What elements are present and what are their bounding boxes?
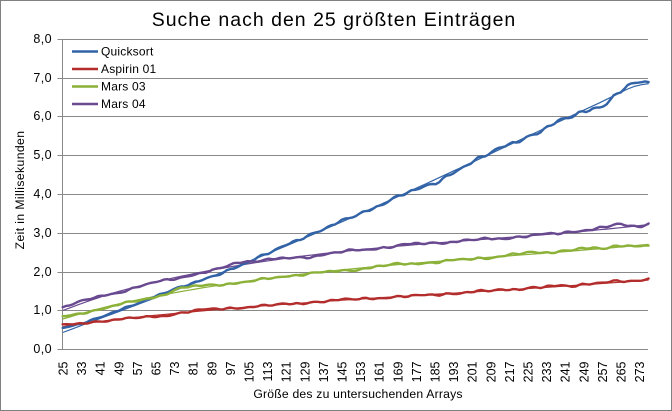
svg-text:137: 137 (317, 361, 331, 382)
svg-text:0,0: 0,0 (33, 342, 52, 356)
svg-text:185: 185 (429, 361, 443, 382)
svg-text:Mars 04: Mars 04 (101, 97, 146, 111)
svg-text:57: 57 (131, 361, 145, 375)
svg-text:193: 193 (447, 361, 461, 382)
svg-text:7,0: 7,0 (33, 71, 52, 85)
svg-text:Aspirin 01: Aspirin 01 (101, 62, 156, 76)
svg-text:1,0: 1,0 (33, 303, 52, 317)
svg-text:41: 41 (94, 361, 108, 375)
svg-text:Größe des zu untersuchenden Ar: Größe des zu untersuchenden Arrays (253, 387, 462, 401)
svg-text:121: 121 (280, 361, 294, 382)
svg-text:6,0: 6,0 (33, 109, 52, 123)
svg-text:8,0: 8,0 (33, 32, 52, 46)
svg-text:129: 129 (298, 361, 312, 382)
svg-text:241: 241 (559, 361, 573, 382)
svg-text:3,0: 3,0 (33, 226, 52, 240)
svg-text:5,0: 5,0 (33, 148, 52, 162)
svg-text:65: 65 (150, 361, 164, 375)
svg-text:Zeit in Millisekunden: Zeit in Millisekunden (13, 131, 27, 250)
svg-text:2,0: 2,0 (33, 265, 52, 279)
svg-text:49: 49 (112, 361, 126, 375)
svg-text:33: 33 (75, 361, 89, 375)
svg-text:73: 73 (168, 361, 182, 375)
svg-text:145: 145 (336, 361, 350, 382)
svg-text:257: 257 (596, 361, 610, 382)
svg-text:81: 81 (187, 361, 201, 375)
svg-text:177: 177 (410, 361, 424, 382)
svg-text:105: 105 (243, 361, 257, 382)
svg-text:153: 153 (354, 361, 368, 382)
svg-text:169: 169 (391, 361, 405, 382)
svg-text:217: 217 (503, 361, 517, 382)
svg-text:209: 209 (484, 361, 498, 382)
svg-text:273: 273 (633, 361, 647, 382)
svg-text:113: 113 (261, 361, 275, 381)
svg-text:25: 25 (57, 361, 71, 375)
svg-text:97: 97 (224, 361, 238, 375)
svg-text:233: 233 (540, 361, 554, 382)
svg-text:265: 265 (615, 361, 629, 382)
svg-text:4,0: 4,0 (33, 187, 52, 201)
svg-text:Mars 03: Mars 03 (101, 80, 146, 94)
svg-text:225: 225 (522, 361, 536, 382)
svg-text:201: 201 (466, 361, 480, 382)
svg-text:89: 89 (205, 361, 219, 375)
svg-text:249: 249 (577, 361, 591, 382)
svg-text:161: 161 (373, 361, 387, 382)
svg-text:Quicksort: Quicksort (101, 45, 154, 59)
svg-text:Suche nach den 25 größten Eint: Suche nach den 25 größten Einträgen (152, 9, 517, 31)
